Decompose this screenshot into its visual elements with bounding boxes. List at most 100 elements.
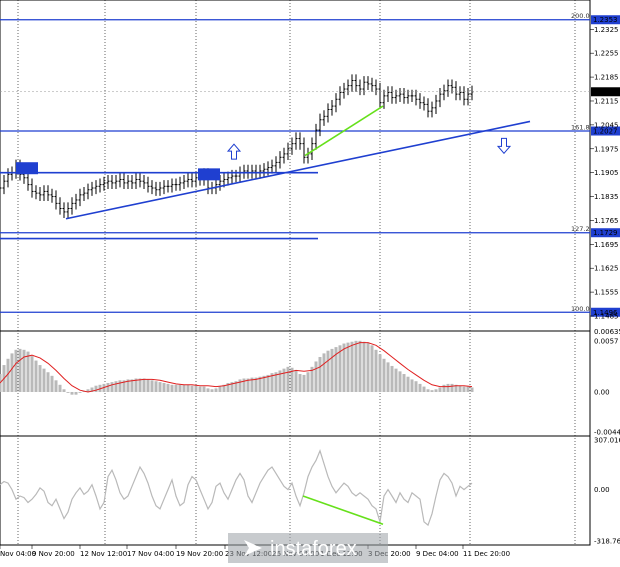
fibo-price-tag [591,126,620,136]
macd-bar [202,386,206,392]
cci-indicator: 307.0161 0.00 -318.767 [0,437,620,546]
macd-bar [254,377,258,392]
macd-bar [350,341,354,392]
macd-bar [158,382,162,392]
macd-bar [442,384,446,392]
price-y-axis: 1.2325 1.2255 1.2185 1.2115 1.2045 1.1975 1.19… [0,26,620,321]
macd-bar [370,345,374,392]
macd-bar [6,358,10,392]
macd-y-tick-label: -0.00446 [594,429,620,437]
current-price-label: 1.2142 [593,88,618,96]
macd-bar [138,378,142,392]
fibo-tag: 100.0 [571,305,590,313]
macd-bar [58,384,62,392]
macd-bar [278,370,282,392]
macd-bar [230,382,234,392]
macd-bar [74,391,78,395]
macd-bar [170,384,174,392]
fibo-tag: 200.0 [571,12,590,20]
macd-bar [146,379,150,392]
macd-bar [214,388,218,392]
macd-bar [38,365,42,392]
macd-bar [126,379,130,392]
y-tick-label: 1.1695 [594,241,619,249]
macd-bar [466,386,470,392]
breakout-box-marker [16,162,38,175]
macd-bar [434,389,438,392]
macd-bar [398,371,402,392]
macd-bar [94,385,98,392]
macd-bar [34,360,38,392]
macd-bar [270,373,274,392]
macd-bar [358,340,362,392]
macd-bar [86,389,90,392]
fibo-price-tag [591,228,620,238]
macd-bar [458,385,462,392]
fibo-price-tag [591,307,620,317]
macd-bar [234,381,238,392]
macd-bar [318,356,322,392]
macd-bar [430,390,434,392]
macd-bar [42,368,46,392]
fibo-tag: 161.8 [571,124,590,132]
macd-bar [10,353,14,392]
macd-bar [62,389,66,392]
macd-bar [30,356,34,392]
macd-bar [314,361,318,392]
macd-bar [106,383,110,392]
macd-bar [14,349,18,392]
macd-bar [330,348,334,392]
macd-bar [454,384,458,392]
watermark-text: instaforex [270,538,357,560]
macd-bar [346,342,350,392]
macd-bar [390,365,394,392]
y-tick-label: 1.1625 [594,265,619,273]
macd-bar [402,374,406,392]
price-panel-frame [0,0,591,332]
current-price-tag [591,87,620,97]
macd-bar [226,383,230,392]
trendlines [0,105,531,240]
y-tick-label: 1.1975 [594,145,619,153]
macd-y-tick-label: 0.00 [594,388,610,396]
y-tick-label: 1.2255 [594,50,619,58]
y-tick-label: 1.1835 [594,193,619,201]
macd-bar [354,340,358,392]
macd-bar [382,358,386,392]
fibo-price-label: 1.1496 [593,309,618,317]
macd-bar [250,377,254,392]
macd-bar [306,372,310,392]
macd-bar [462,386,466,392]
macd-bar [118,380,122,392]
macd-bar [246,378,250,392]
x-tick-label: 3 Dec 20:00 [368,550,411,558]
macd-bar [406,376,410,392]
cci-panel-frame [0,435,591,546]
trendline [65,120,531,220]
macd-bar [290,367,294,392]
fibo-tag: 127.2 [571,225,590,233]
breakout-box-marker [198,168,220,181]
macd-bar [46,372,50,392]
macd-bar [450,383,454,392]
x-tick-label: 9 Nov 20:00 [32,550,75,558]
macd-bar [66,391,70,393]
macd-bar [190,385,194,392]
watermark: instaforex [228,533,388,563]
macd-bar [274,372,278,392]
macd-bar [438,387,442,392]
macd-bar [194,385,198,392]
macd-bar [114,381,118,392]
macd-bar [54,380,58,392]
macd-bar [222,384,226,392]
macd-bar [218,386,222,392]
y-tick-label: 1.2115 [594,97,619,105]
macd-bar [298,374,302,392]
x-tick-label: 17 Nov 04:00 [127,550,174,558]
macd-bar [0,374,2,392]
macd-bar [150,380,154,392]
y-tick-label: 1.1765 [594,217,619,225]
macd-bar [174,384,178,392]
